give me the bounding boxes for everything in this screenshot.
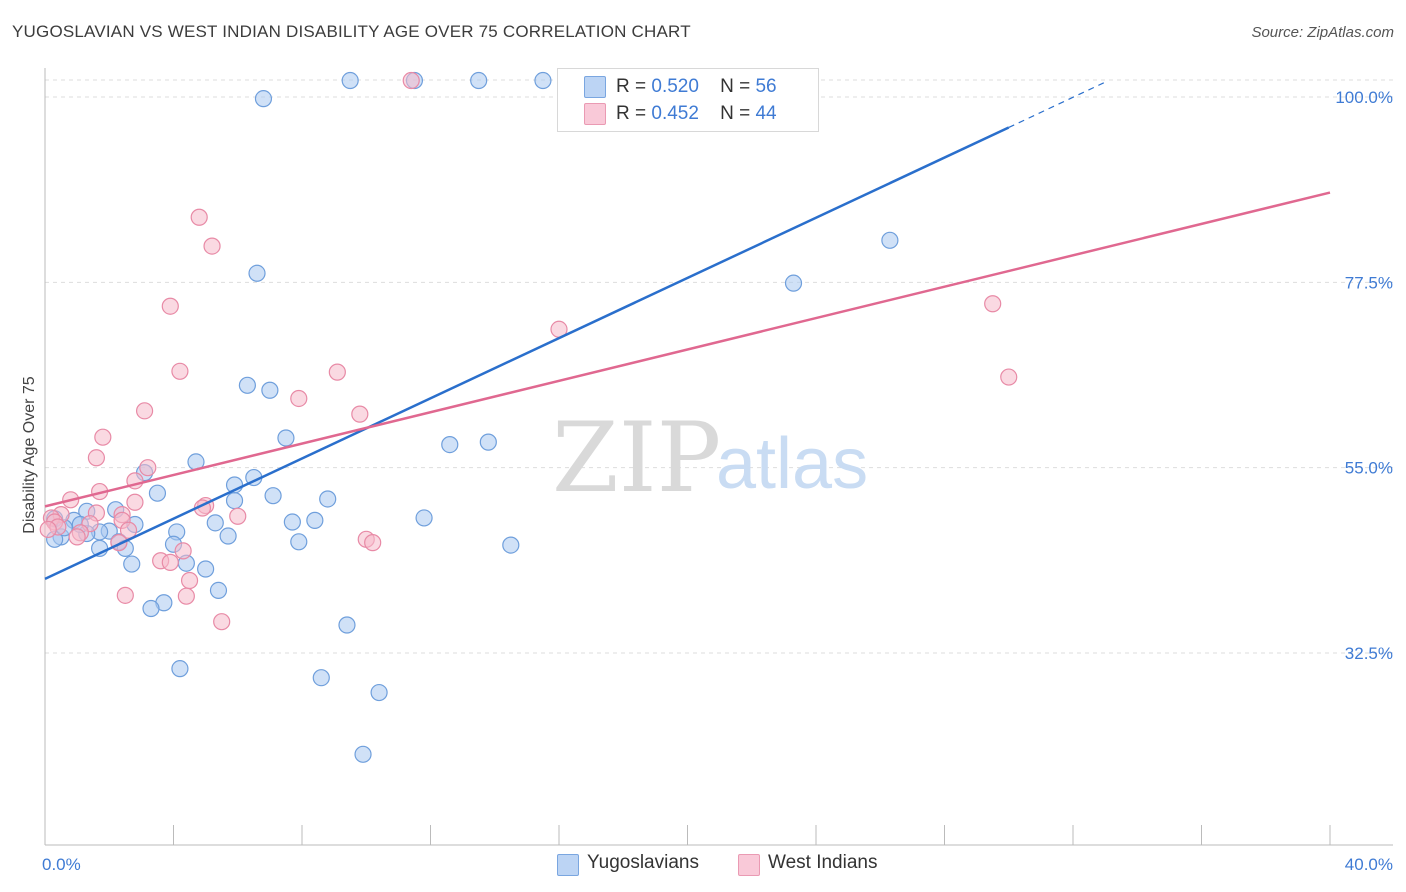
bottom-legend-label: Yugoslavians xyxy=(587,852,699,873)
legend-n-label: N = xyxy=(720,76,751,97)
trend-line-yugoslavians xyxy=(44,126,1010,580)
y-tick-label: 55.0% xyxy=(1345,459,1393,478)
legend-swatch-pink xyxy=(584,103,606,125)
point-yugoslavian xyxy=(534,71,552,90)
point-west-indian xyxy=(174,542,192,560)
point-west-indian xyxy=(126,493,144,511)
point-yugoslavian xyxy=(502,536,520,554)
point-west-indian xyxy=(213,613,231,631)
point-west-indian xyxy=(290,389,308,408)
point-yugoslavian xyxy=(197,560,215,578)
point-yugoslavian xyxy=(881,231,899,249)
point-yugoslavian xyxy=(254,90,273,108)
point-yugoslavian xyxy=(441,436,459,454)
point-west-indian xyxy=(139,459,157,477)
source-label: Source: ZipAtlas.com xyxy=(1251,24,1394,41)
point-west-indian xyxy=(402,71,420,90)
point-yugoslavian xyxy=(225,492,244,510)
legend-r-label: R = xyxy=(616,76,647,97)
legend-r-label: R = xyxy=(616,103,647,124)
point-yugoslavian xyxy=(354,745,372,763)
y-axis-label: Disability Age Over 75 xyxy=(21,376,38,534)
point-yugoslavian xyxy=(341,71,359,90)
point-yugoslavian xyxy=(209,581,228,599)
point-west-indian xyxy=(161,297,179,315)
point-west-indian xyxy=(203,237,221,255)
point-west-indian xyxy=(171,362,189,380)
point-west-indian xyxy=(351,405,369,423)
legend-swatch-blue xyxy=(584,76,606,98)
point-yugoslavian xyxy=(784,274,803,292)
point-yugoslavian xyxy=(238,376,256,394)
legend-n-value: 44 xyxy=(755,103,777,124)
point-yugoslavian xyxy=(338,616,356,634)
tick-labels: 32.5% 55.0% 77.5% 100.0% 0.0% 40.0% xyxy=(42,88,1393,874)
bottom-legend-swatch-blue xyxy=(557,854,579,876)
point-west-indian xyxy=(190,208,208,226)
axes xyxy=(44,68,1393,846)
point-west-indian xyxy=(116,586,134,604)
legend-n-label: N = xyxy=(720,103,751,124)
correlation-legend: R = 0.520 N = 56 R = 0.452 N = 44 xyxy=(557,68,819,132)
point-west-indian xyxy=(135,402,154,420)
x-tick-label: 40.0% xyxy=(1345,855,1393,874)
y-tick-label: 100.0% xyxy=(1335,88,1393,107)
point-yugoslavian xyxy=(206,514,224,532)
point-west-indian xyxy=(1000,368,1018,386)
point-yugoslavian xyxy=(277,429,295,447)
point-yugoslavian xyxy=(283,513,301,531)
point-west-indian xyxy=(177,587,195,605)
point-yugoslavian xyxy=(370,683,388,702)
trend-lines xyxy=(44,81,1331,580)
y-tick-label: 32.5% xyxy=(1345,644,1393,663)
watermark-zip: ZIP xyxy=(552,402,721,514)
point-yugoslavian xyxy=(142,599,160,618)
trend-line-west-indians xyxy=(44,191,1331,508)
point-yugoslavian xyxy=(312,669,330,687)
y-tick-label: 77.5% xyxy=(1345,273,1393,292)
point-yugoslavian xyxy=(319,490,337,508)
legend-r-value: 0.520 xyxy=(651,76,699,97)
point-west-indian xyxy=(87,449,106,467)
point-west-indian xyxy=(180,571,199,590)
point-west-indian xyxy=(161,553,179,571)
point-yugoslavian xyxy=(171,660,189,678)
point-yugoslavian xyxy=(415,509,433,527)
trend-line-yugoslavians-extension xyxy=(1008,81,1106,129)
point-yugoslavian xyxy=(306,511,324,529)
x-tick-label: 0.0% xyxy=(42,855,81,874)
point-west-indian xyxy=(364,534,382,552)
point-yugoslavian xyxy=(148,484,167,502)
point-west-indian xyxy=(229,507,247,525)
point-west-indian xyxy=(68,528,86,546)
point-yugoslavian xyxy=(123,555,141,573)
grid-lines xyxy=(45,79,1393,654)
bottom-legend-swatch-pink xyxy=(738,854,760,876)
point-yugoslavian xyxy=(479,433,497,451)
watermark-atlas: atlas xyxy=(716,424,868,504)
bottom-legend-label: West Indians xyxy=(768,852,878,873)
point-west-indian xyxy=(94,428,112,446)
point-west-indian xyxy=(39,520,57,539)
point-yugoslavian xyxy=(264,487,282,505)
legend-n-value: 56 xyxy=(755,76,777,97)
point-yugoslavian xyxy=(261,381,279,399)
point-yugoslavian xyxy=(470,71,488,90)
point-yugoslavian xyxy=(248,264,266,282)
watermark: ZIP atlas xyxy=(552,402,868,514)
data-points xyxy=(39,71,1018,763)
point-west-indian xyxy=(119,521,138,539)
point-yugoslavian xyxy=(219,527,237,545)
point-west-indian xyxy=(328,363,346,381)
point-yugoslavian xyxy=(290,533,308,551)
point-west-indian xyxy=(984,295,1002,313)
legend-r-value: 0.452 xyxy=(651,103,699,124)
chart-title: YUGOSLAVIAN VS WEST INDIAN DISABILITY AG… xyxy=(12,22,691,41)
